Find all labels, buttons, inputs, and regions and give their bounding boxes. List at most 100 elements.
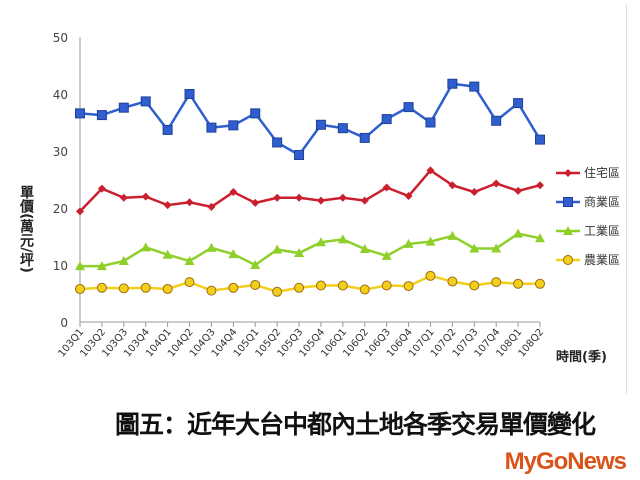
data-point: [206, 285, 217, 296]
data-point: [96, 282, 107, 293]
data-point: [141, 192, 150, 201]
data-point: [184, 256, 195, 266]
data-point: [447, 276, 458, 287]
series-1: [75, 78, 545, 160]
data-point: [75, 108, 85, 119]
data-point: [403, 281, 414, 292]
data-point: [337, 280, 348, 291]
data-point: [251, 198, 260, 207]
data-point: [316, 196, 325, 205]
data-point: [250, 260, 261, 269]
legend-label: 農業區: [584, 253, 621, 267]
data-point: [337, 234, 348, 244]
data-point: [229, 188, 238, 197]
data-point: [272, 286, 283, 297]
data-point: [382, 183, 391, 192]
legend-item: 農業區: [556, 245, 620, 274]
chart-frame: [4, 4, 627, 394]
data-point: [425, 236, 436, 246]
legend-marker-icon: [556, 196, 580, 207]
data-point: [315, 280, 326, 291]
legend-marker: [564, 168, 572, 177]
legend-label: 工業區: [584, 224, 621, 238]
series-line: [79, 274, 540, 294]
data-point: [469, 243, 480, 253]
watermark-logo: MyGoNews: [504, 448, 627, 475]
data-point: [535, 278, 545, 289]
data-point: [535, 134, 545, 145]
data-point: [381, 250, 392, 260]
data-point: [381, 114, 392, 125]
data-point: [315, 237, 326, 247]
series-0: [76, 166, 544, 216]
data-point: [207, 202, 216, 211]
y-tick-label: 10: [53, 259, 68, 273]
legend-marker: [563, 225, 573, 235]
data-point: [535, 233, 545, 243]
data-point: [163, 201, 172, 210]
series-line: [80, 232, 541, 268]
data-point: [162, 124, 173, 135]
data-point: [469, 280, 480, 291]
plot-area: 01020304050103Q1103Q2103Q3103Q4104Q1104Q…: [53, 31, 547, 359]
legend-item: 工業區: [556, 216, 620, 245]
data-point: [491, 115, 502, 126]
data-point: [513, 98, 524, 109]
data-point: [403, 102, 414, 113]
data-point: [425, 117, 436, 128]
data-point: [162, 249, 173, 259]
data-point: [448, 181, 457, 190]
data-point: [75, 283, 85, 294]
chart-title: 圖五：近年大台中都內土地各季交易單價變化: [115, 410, 596, 439]
data-point: [470, 188, 479, 197]
data-point: [140, 96, 151, 107]
data-point: [337, 123, 348, 134]
data-point: [514, 186, 523, 195]
legend-marker-icon: [556, 254, 580, 265]
data-point: [206, 242, 217, 252]
series-3: [75, 270, 545, 297]
legend-marker: [563, 254, 573, 265]
y-tick-label: 0: [60, 316, 68, 330]
data-point: [228, 120, 239, 131]
data-point: [96, 110, 107, 121]
data-point: [315, 119, 326, 130]
data-point: [513, 278, 524, 289]
series-line: [79, 82, 542, 157]
data-point: [184, 277, 195, 288]
data-point: [469, 81, 480, 92]
data-point: [447, 78, 458, 89]
data-point: [359, 244, 370, 254]
data-point: [536, 181, 544, 190]
data-point: [272, 137, 283, 148]
data-point: [250, 279, 261, 290]
data-point: [426, 166, 435, 175]
legend: 住宅區 商業區 工業區 農業區: [556, 158, 620, 274]
data-point: [404, 192, 413, 201]
y-tick-label: 50: [53, 31, 68, 45]
data-point: [250, 108, 261, 119]
y-tick-label: 20: [53, 202, 68, 216]
data-point: [118, 102, 129, 113]
data-point: [513, 228, 524, 238]
y-tick-label: 40: [53, 88, 68, 102]
data-point: [491, 243, 502, 253]
data-point: [228, 249, 239, 259]
data-point: [140, 242, 151, 252]
data-point: [273, 193, 282, 202]
data-point: [206, 122, 217, 133]
legend-item: 住宅區: [556, 158, 620, 187]
legend-marker-icon: [556, 168, 580, 177]
data-point: [295, 193, 304, 202]
data-point: [403, 238, 414, 248]
data-point: [76, 207, 84, 216]
data-point: [185, 198, 194, 207]
y-axis-label: 單價(萬元/坪): [18, 185, 34, 273]
data-point: [97, 184, 106, 193]
legend-marker-icon: [556, 225, 580, 235]
data-point: [228, 282, 239, 293]
data-point: [425, 270, 436, 281]
data-point: [294, 248, 305, 258]
data-point: [75, 261, 85, 271]
